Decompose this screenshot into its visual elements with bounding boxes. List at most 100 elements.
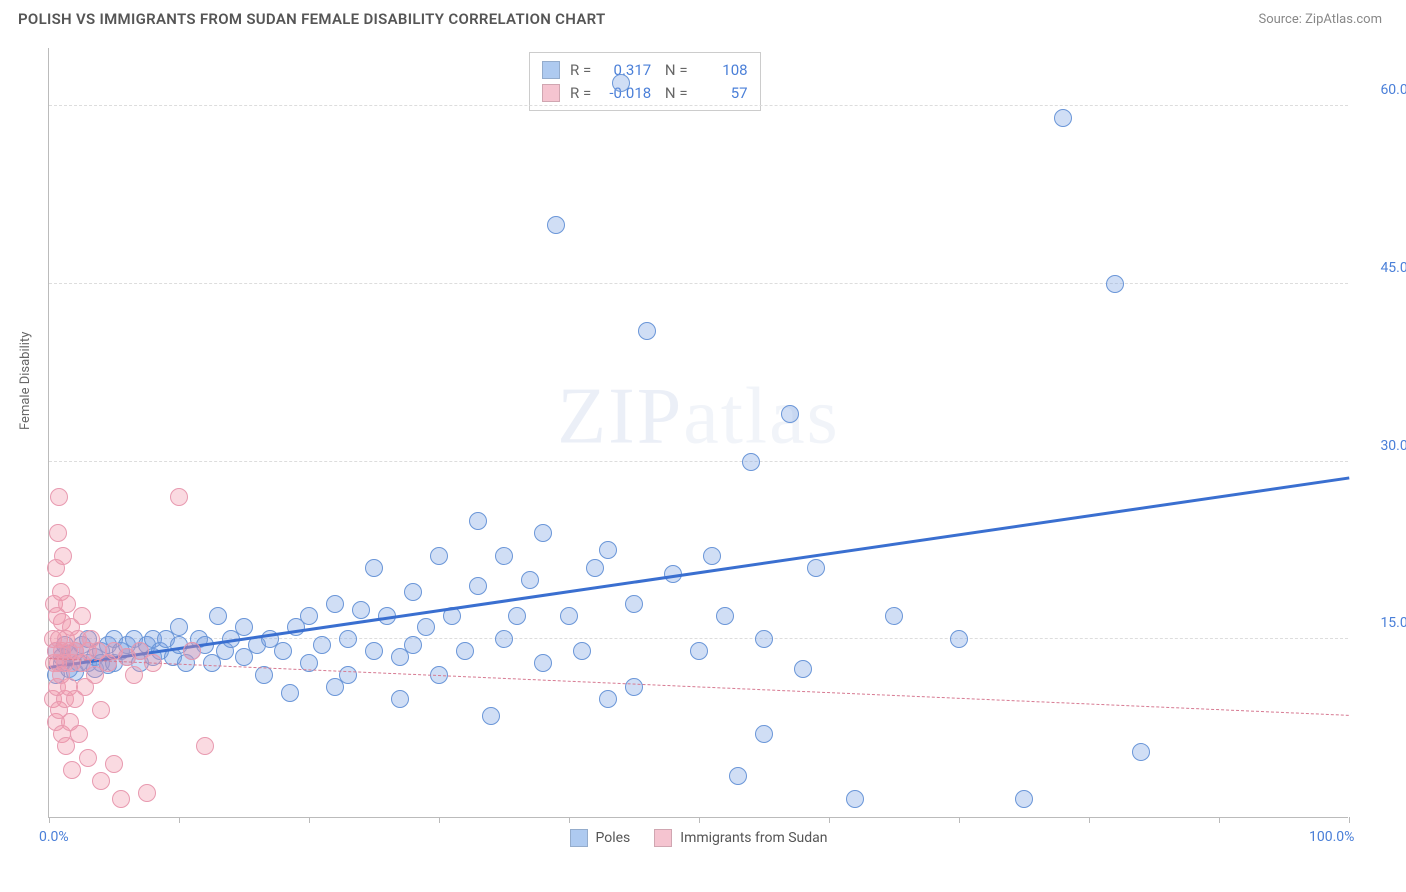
data-point [1054,109,1072,127]
data-point [560,607,578,625]
x-tick [829,817,830,823]
legend-swatch-pink [654,829,672,847]
data-point [794,660,812,678]
data-point [625,678,643,696]
data-point [599,541,617,559]
legend-label-poles: Poles [596,830,631,846]
x-tick [959,817,960,823]
gridline [49,283,1348,284]
x-tick [439,817,440,823]
data-point [63,761,81,779]
data-point [352,601,370,619]
data-point [456,642,474,660]
data-point [70,725,88,743]
x-tick [179,817,180,823]
data-point [365,642,383,660]
data-point [495,547,513,565]
data-point [73,607,91,625]
scatter-chart: ZIPatlas R = 0.317 N = 108 R = -0.018 N … [48,48,1348,818]
bottom-legend: Poles Immigrants from Sudan [570,829,828,847]
data-point [638,322,656,340]
y-tick-label: 30.0% [1380,438,1406,454]
data-point [625,595,643,613]
stats-legend-box: R = 0.317 N = 108 R = -0.018 N = 57 [529,52,761,111]
legend-label-sudan: Immigrants from Sudan [680,830,827,846]
data-point [50,488,68,506]
x-tick [1089,817,1090,823]
data-point [281,684,299,702]
data-point [534,524,552,542]
data-point [196,737,214,755]
data-point [807,559,825,577]
data-point [49,524,67,542]
data-point [92,701,110,719]
data-point [1015,790,1033,808]
data-point [112,790,130,808]
data-point [469,512,487,530]
y-tick-label: 60.0% [1380,82,1406,98]
data-point [391,690,409,708]
data-point [950,630,968,648]
x-tick-label: 100.0% [1309,829,1354,845]
x-tick [569,817,570,823]
data-point [612,74,630,92]
data-point [482,707,500,725]
data-point [781,405,799,423]
data-point [703,547,721,565]
data-point [534,654,552,672]
n-value-poles: 108 [698,59,748,82]
data-point [274,642,292,660]
data-point [729,767,747,785]
data-point [313,636,331,654]
data-point [170,488,188,506]
gridline [49,461,1348,462]
data-point [573,642,591,660]
data-point [469,577,487,595]
data-point [183,642,201,660]
chart-title: POLISH VS IMMIGRANTS FROM SUDAN FEMALE D… [18,10,606,28]
stats-row-sudan: R = -0.018 N = 57 [542,82,748,105]
legend-item-poles: Poles [570,829,631,847]
data-point [54,547,72,565]
data-point [690,642,708,660]
stats-row-poles: R = 0.317 N = 108 [542,59,748,82]
data-point [105,755,123,773]
data-point [547,216,565,234]
data-point [430,547,448,565]
data-point [125,666,143,684]
data-point [404,583,422,601]
x-tick [1219,817,1220,823]
data-point [138,784,156,802]
data-point [755,630,773,648]
n-value-sudan: 57 [698,82,748,105]
data-point [339,666,357,684]
swatch-pink [542,84,560,102]
data-point [885,607,903,625]
x-tick-label: 0.0% [39,829,69,845]
data-point [339,630,357,648]
data-point [417,618,435,636]
data-point [508,607,526,625]
source-label: Source: ZipAtlas.com [1258,12,1382,27]
data-point [755,725,773,743]
data-point [209,607,227,625]
x-tick [49,817,50,823]
data-point [495,630,513,648]
y-axis-label: Female Disability [18,332,33,430]
trend-line [49,658,1349,716]
y-tick-label: 15.0% [1380,615,1406,631]
data-point [170,618,188,636]
trend-line [49,476,1349,669]
legend-swatch-blue [570,829,588,847]
data-point [92,772,110,790]
data-point [1132,743,1150,761]
legend-item-sudan: Immigrants from Sudan [654,829,827,847]
gridline [49,105,1348,106]
x-tick [699,817,700,823]
x-tick [1349,817,1350,823]
data-point [404,636,422,654]
data-point [599,690,617,708]
data-point [846,790,864,808]
swatch-blue [542,61,560,79]
data-point [521,571,539,589]
